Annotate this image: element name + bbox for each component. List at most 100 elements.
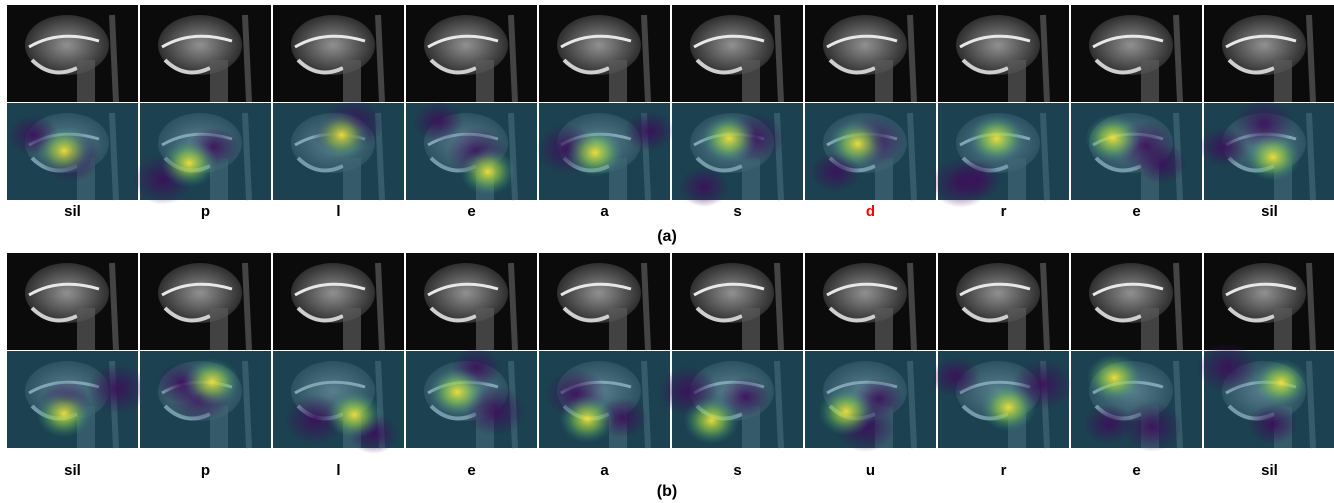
heatmap-hot	[429, 368, 486, 417]
mri-neck	[1008, 60, 1026, 102]
mri-jaw	[163, 58, 211, 75]
mri-palate	[28, 34, 100, 49]
panel: sil p l e a s u r e sil (b)	[7, 253, 1334, 500]
mri-spine	[109, 262, 119, 351]
heatmap-cold	[951, 159, 1002, 200]
heatmap-hot	[818, 387, 875, 436]
mri-palate	[1225, 34, 1297, 49]
heatmap-cold	[413, 101, 464, 142]
heatmap-hot	[36, 126, 93, 175]
mri-jaw	[961, 58, 1009, 75]
mri-jaw	[1094, 306, 1142, 323]
frame-label: r	[1001, 462, 1007, 479]
mri-palate	[826, 34, 898, 49]
mri-jaw	[30, 58, 78, 75]
heatmap-cold	[1136, 143, 1187, 184]
mri-neck	[343, 308, 361, 350]
mri-neck	[609, 60, 627, 102]
mri-neck	[210, 60, 228, 102]
heatmap-hot	[161, 139, 218, 188]
mri-palate	[427, 282, 499, 297]
mri-palate	[826, 282, 898, 297]
frame-label: a	[600, 462, 609, 479]
mri-jaw	[828, 306, 876, 323]
mri-neck	[742, 60, 760, 102]
mri-neck	[77, 308, 95, 350]
mri-palate	[560, 34, 632, 49]
heatmap-cold	[1122, 401, 1183, 452]
mri-palate	[161, 34, 233, 49]
heatmap-hot	[1245, 133, 1302, 182]
mri-neck	[476, 308, 494, 350]
heatmap-cold	[1247, 404, 1298, 445]
frame-label: s	[733, 462, 741, 479]
mri-neck	[1274, 308, 1292, 350]
mri-palate	[161, 282, 233, 297]
frame-label: e	[1132, 462, 1140, 479]
heatmap-hot	[980, 383, 1037, 432]
mri-jaw	[296, 306, 344, 323]
frame-label: a	[600, 203, 609, 220]
heatmap-hot	[184, 357, 241, 406]
mri-neck	[77, 60, 95, 102]
mri-jaw	[695, 306, 743, 323]
mri-palate	[693, 282, 765, 297]
heatmap-hot	[559, 395, 616, 444]
frame-label: u	[866, 462, 875, 479]
frame-label: sil	[64, 462, 81, 479]
mri-spine	[508, 14, 518, 103]
heatmap-hot	[829, 119, 886, 168]
mri-jaw	[296, 58, 344, 75]
heatmap-cold	[679, 166, 730, 207]
mri-jaw	[1227, 306, 1275, 323]
panel: sil p l e a s d r e sil (a)	[7, 5, 1334, 245]
mri-palate	[1225, 282, 1297, 297]
mri-jaw	[1227, 58, 1275, 75]
mri-palate	[427, 34, 499, 49]
mri-spine	[774, 262, 784, 351]
mri-neck	[875, 308, 893, 350]
mri-jaw	[828, 58, 876, 75]
mri-neck	[476, 60, 494, 102]
heatmap-hot	[1253, 358, 1310, 407]
mri-jaw	[429, 306, 477, 323]
heatmap-cold	[930, 356, 981, 397]
mri-palate	[959, 34, 1031, 49]
mri-jaw	[163, 306, 211, 323]
mri-neck	[1141, 308, 1159, 350]
frame-label: sil	[1261, 462, 1278, 479]
heatmap-cold	[1083, 404, 1134, 445]
frame-label: p	[201, 462, 210, 479]
mri-spine	[508, 262, 518, 351]
mri-palate	[560, 282, 632, 297]
heatmap-cold	[87, 363, 148, 414]
mri-spine	[907, 262, 917, 351]
panel-caption: (a)	[657, 228, 677, 245]
frame-label: p	[201, 203, 210, 220]
mri-neck	[1008, 308, 1026, 350]
mri-spine	[375, 14, 385, 103]
mri-neck	[343, 60, 361, 102]
heatmap-hot	[968, 114, 1025, 163]
mri-palate	[294, 282, 366, 297]
mri-spine	[375, 262, 385, 351]
mri-neck	[1274, 60, 1292, 102]
mri-neck	[875, 60, 893, 102]
mri-spine	[242, 262, 252, 351]
heatmap-cold	[1198, 126, 1249, 167]
mri-jaw	[961, 306, 1009, 323]
mri-palate	[1092, 34, 1164, 49]
frame-label: d	[866, 203, 875, 220]
heatmap-hot	[701, 114, 758, 163]
frame-label: l	[336, 203, 340, 220]
mri-jaw	[1094, 58, 1142, 75]
mri-spine	[774, 14, 784, 103]
mri-neck	[210, 308, 228, 350]
heatmap-cold	[1197, 342, 1258, 393]
mri-jaw	[562, 306, 610, 323]
mri-palate	[294, 34, 366, 49]
frame-label: r	[1001, 203, 1007, 220]
mri-spine	[907, 14, 917, 103]
frame-label: e	[1132, 203, 1140, 220]
heatmap-hot	[459, 147, 516, 196]
